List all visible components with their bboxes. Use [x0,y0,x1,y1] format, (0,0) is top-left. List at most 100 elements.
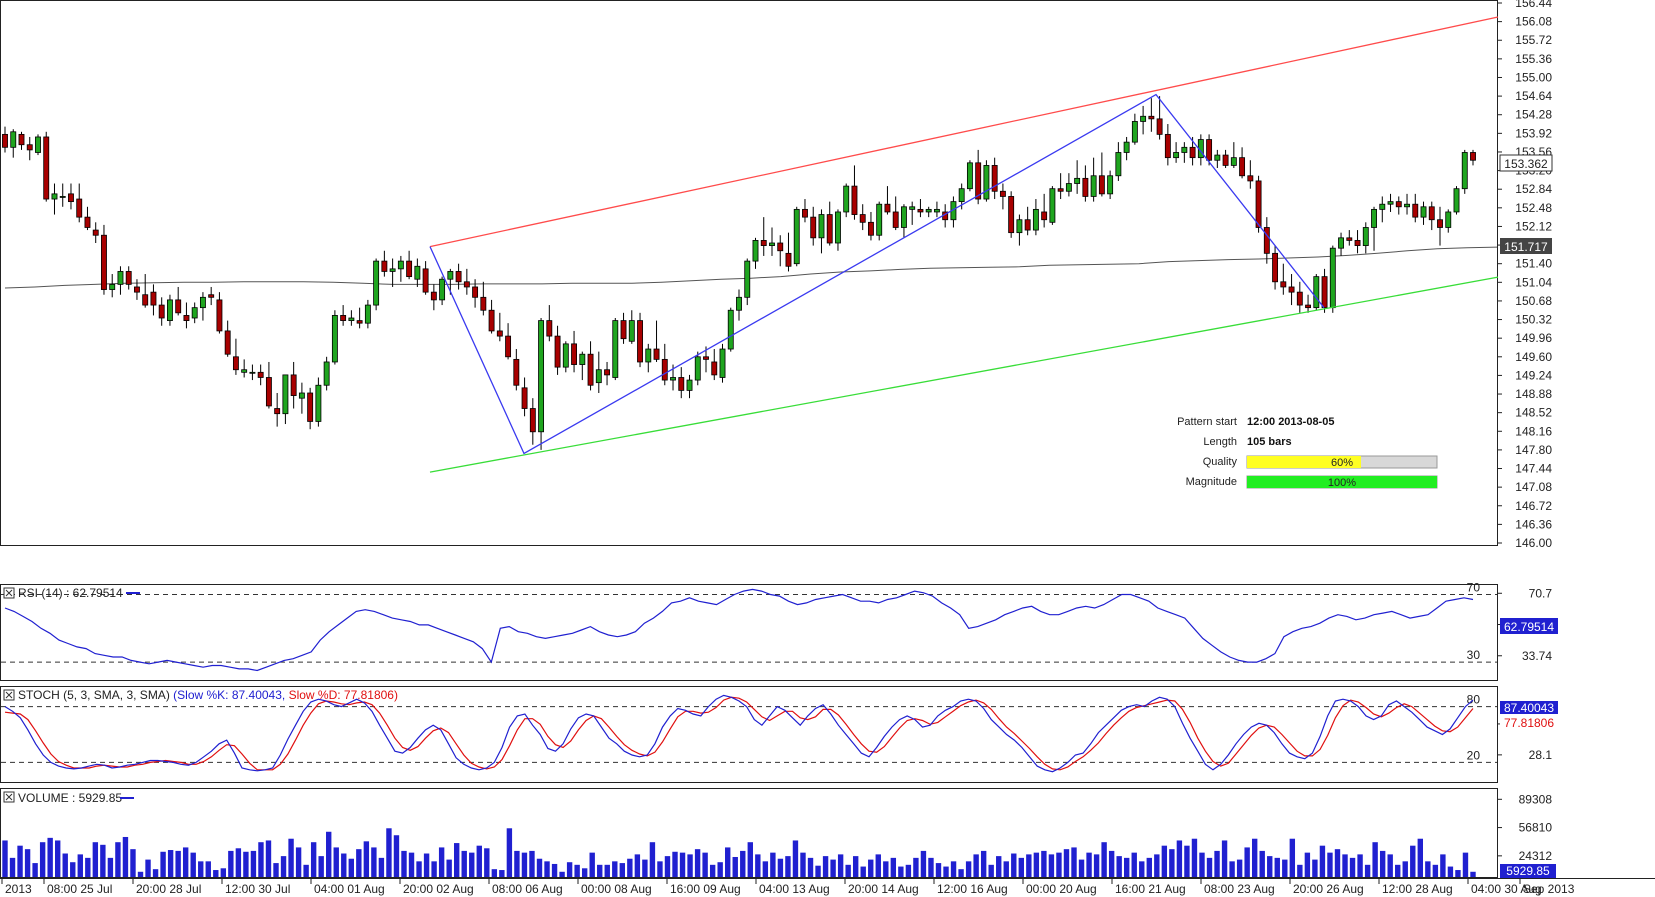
volume-bar [280,856,287,877]
volume-bar [17,845,23,877]
price-tag-box [1499,154,1553,172]
stoch-k-tag-text: 87.40043 [1504,701,1554,715]
rsi-line [4,588,1474,672]
volume-bar [950,861,957,877]
volume-bar [145,859,151,877]
candle-body [892,211,899,228]
candle [290,361,297,409]
candle [554,325,561,375]
candle-body [835,211,841,244]
candle [1164,124,1171,166]
candle-body [1288,286,1295,293]
volume-bar [913,857,919,877]
candle [472,279,479,308]
candle [769,227,775,256]
candle [389,258,396,287]
candle [216,292,223,334]
volume-bar [581,868,588,877]
candle [513,349,520,391]
price-y-tick-label: 151.04 [1515,275,1552,289]
candle [397,255,404,282]
volume-y-tick-label: 56810 [1519,821,1553,835]
candle-body [670,377,676,381]
candle [571,330,577,373]
candle [983,160,990,202]
volume-bar [770,852,776,877]
candle-body [785,252,792,267]
time-x-axis: 2013 08:00 25 Jul 20:00 28 Jul 12:00 30 Jul… [1,878,1575,896]
pattern-length-label: Length [1203,436,1237,448]
volume-bar [348,858,354,877]
volume-bar [1221,840,1228,877]
candle [175,286,182,316]
candle-body [562,343,569,368]
candle [727,307,734,352]
volume-bar [1274,857,1280,877]
volume-bar [725,847,731,877]
candle [711,349,718,381]
candle [925,206,932,218]
candle-body [208,294,215,298]
volume-bar [333,847,339,877]
candle-body [760,240,767,246]
candle-body [43,136,50,200]
volume-bar [928,857,934,877]
volume-bar [1229,861,1235,877]
candle [991,157,998,200]
x-tick-label: 04:00 30 Aug [1471,882,1542,896]
rsi-tag-box [1500,618,1558,634]
candle [678,367,685,399]
price-y-tick-label: 150.32 [1515,313,1552,327]
volume-bar [2,840,8,877]
stoch-legend: STOCH (5, 3, SMA, 3, SMA) (Slow %K: 87.4… [3,688,398,702]
volume-bar [943,866,949,877]
price-y-tick-label: 147.44 [1515,462,1552,476]
x-tick-label: 20:00 14 Aug [848,882,919,896]
pattern-quality-label: Quality [1203,456,1238,468]
volume-bar [1425,861,1431,877]
volume-bar [1184,845,1190,877]
volume-bar [664,856,671,877]
candle [1272,245,1279,290]
volume-bar [514,850,520,877]
x-tick-label: 00:00 20 Aug [1026,882,1097,896]
candle-body [447,271,454,280]
candle-body [1346,237,1353,241]
stoch-k-value-tag: 87.40043 [1500,701,1558,715]
volume-bar [182,847,189,877]
candle-body [744,260,751,298]
candle [76,183,83,223]
candle-body [1445,211,1452,228]
candle [1362,222,1369,254]
candle [191,302,198,324]
candle-body [472,286,479,298]
candle [1115,142,1122,181]
candle-body [975,162,982,200]
volume-bar [220,868,227,877]
candle-body [216,299,223,332]
volume-bar [740,850,746,877]
volume-bar [1033,852,1040,877]
candle [562,341,569,373]
volume-bar [1093,854,1100,877]
candle [488,299,495,334]
candle [1239,147,1246,179]
candle-body [752,240,759,262]
volume-bar [476,845,482,877]
candle [1288,274,1295,306]
volume-bar [243,851,249,877]
resistance-line [429,16,1499,248]
candle [323,356,330,391]
candle [10,129,17,158]
volume-bar [1018,857,1025,877]
volume-bar [559,871,565,877]
candle-body [933,208,940,213]
quality-bar-fill [1247,456,1361,468]
candle [1123,136,1130,161]
volume-bar [694,849,701,877]
volume-bar [100,844,106,877]
candle [241,359,248,378]
stoch-d-tag-text: 77.81806 [1504,716,1554,730]
price-y-tick-label: 156.44 [1515,0,1552,10]
candle-body [991,165,998,192]
